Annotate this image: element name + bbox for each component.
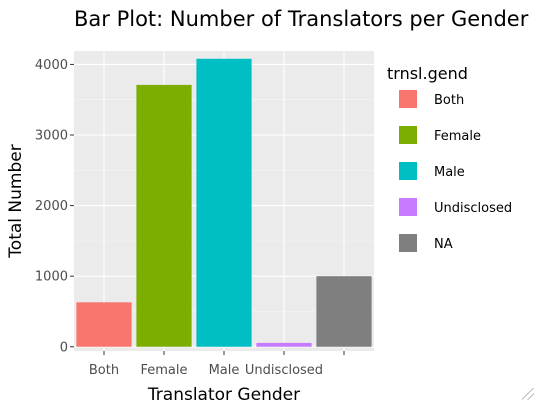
y-axis-ticks: 0 1000 2000 3000 4000 xyxy=(35,58,74,355)
legend-items: Both Female Male Undisclosed NA xyxy=(399,90,512,252)
x-axis-title: Translator Gender xyxy=(147,385,300,403)
y-tick-label: 2000 xyxy=(35,199,68,214)
x-tick-label: Both xyxy=(89,363,119,378)
bar[interactable] xyxy=(136,85,191,347)
legend-swatch xyxy=(399,198,417,216)
y-tick-label: 0 xyxy=(60,340,68,355)
x-tick-label: Undisclosed xyxy=(245,363,323,378)
bar[interactable] xyxy=(76,302,131,346)
legend-label: Female xyxy=(434,129,481,144)
legend-swatch xyxy=(399,90,417,108)
legend-label: Undisclosed xyxy=(434,201,512,216)
legend-swatch xyxy=(399,162,417,180)
bar[interactable] xyxy=(256,343,311,347)
y-tick-label: 3000 xyxy=(35,129,68,144)
legend-swatch xyxy=(399,234,417,252)
y-axis-title: Total Number xyxy=(6,144,26,258)
y-tick-label: 1000 xyxy=(35,270,68,285)
y-tick-label: 4000 xyxy=(35,58,68,73)
legend-label: Both xyxy=(434,93,464,108)
bar[interactable] xyxy=(196,59,251,347)
legend-label: NA xyxy=(434,237,453,252)
x-tick-label: Male xyxy=(209,363,240,378)
legend-title: trnsl.gend xyxy=(387,64,468,83)
legend-label: Male xyxy=(434,165,465,180)
bar[interactable] xyxy=(316,276,371,347)
x-tick-label: Female xyxy=(140,363,187,378)
legend: trnsl.gend Both Female Male Undisclosed NA xyxy=(387,64,512,252)
x-axis-ticks: Both Female Male Undisclosed xyxy=(89,351,344,378)
legend-swatch xyxy=(399,126,417,144)
resize-grip-icon[interactable] xyxy=(522,388,534,400)
chart-title: Bar Plot: Number of Translators per Gend… xyxy=(74,7,529,31)
plot-panel xyxy=(74,51,374,351)
